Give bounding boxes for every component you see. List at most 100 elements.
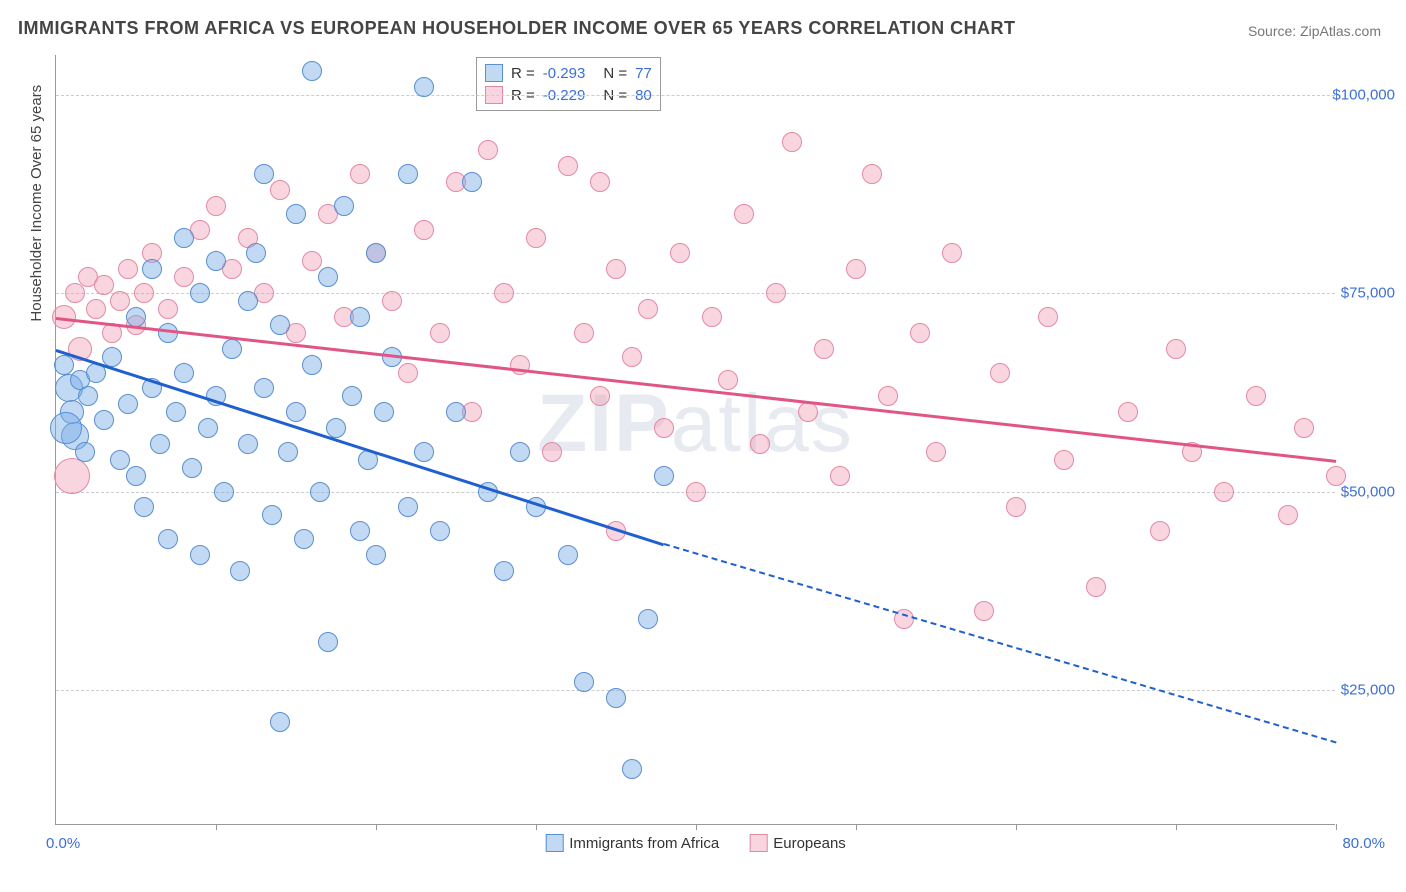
scatter-point-european	[158, 299, 178, 319]
scatter-point-european	[382, 291, 402, 311]
scatter-point-european	[910, 323, 930, 343]
scatter-point-european	[878, 386, 898, 406]
source-label: Source: ZipAtlas.com	[1248, 23, 1381, 39]
scatter-point-european	[1118, 402, 1138, 422]
scatter-point-european	[1326, 466, 1346, 486]
scatter-point-european	[814, 339, 834, 359]
legend-label-european: Europeans	[773, 835, 846, 852]
y-axis-title: Householder Income Over 65 years	[28, 85, 45, 322]
scatter-point-africa	[398, 164, 418, 184]
trend-line	[664, 543, 1337, 743]
scatter-point-european	[414, 220, 434, 240]
scatter-point-africa	[182, 458, 202, 478]
scatter-point-africa	[414, 77, 434, 97]
chart-title: IMMIGRANTS FROM AFRICA VS EUROPEAN HOUSE…	[18, 18, 1016, 39]
scatter-point-africa	[366, 545, 386, 565]
scatter-point-european	[782, 132, 802, 152]
scatter-point-european	[110, 291, 130, 311]
scatter-point-africa	[126, 466, 146, 486]
scatter-point-africa	[366, 243, 386, 263]
swatch-european-icon	[749, 834, 767, 852]
scatter-point-africa	[342, 386, 362, 406]
scatter-point-africa	[222, 339, 242, 359]
scatter-point-european	[478, 140, 498, 160]
x-tick	[216, 824, 217, 830]
stats-legend-box: R = -0.293 N = 77 R = -0.229 N = 80	[476, 57, 661, 111]
scatter-point-africa	[134, 497, 154, 517]
y-tick-label: $100,000	[1332, 86, 1395, 103]
scatter-point-africa	[286, 204, 306, 224]
y-tick-label: $25,000	[1341, 682, 1395, 699]
scatter-point-european	[830, 466, 850, 486]
scatter-point-africa	[262, 505, 282, 525]
gridline	[56, 95, 1335, 96]
scatter-point-africa	[230, 561, 250, 581]
scatter-point-africa	[318, 632, 338, 652]
scatter-point-european	[974, 601, 994, 621]
scatter-point-africa	[94, 410, 114, 430]
scatter-point-european	[86, 299, 106, 319]
scatter-point-africa	[654, 466, 674, 486]
scatter-point-european	[702, 307, 722, 327]
scatter-point-africa	[166, 402, 186, 422]
scatter-point-european	[398, 363, 418, 383]
r-value-africa: -0.293	[543, 65, 586, 82]
x-tick	[1016, 824, 1017, 830]
y-tick-label: $75,000	[1341, 285, 1395, 302]
x-axis-max-label: 80.0%	[1342, 835, 1385, 852]
scatter-point-africa	[294, 529, 314, 549]
x-axis-min-label: 0.0%	[46, 835, 80, 852]
scatter-point-africa	[462, 172, 482, 192]
scatter-point-european	[1054, 450, 1074, 470]
scatter-point-africa	[118, 394, 138, 414]
scatter-point-european	[118, 259, 138, 279]
stats-row-africa: R = -0.293 N = 77	[485, 62, 652, 84]
scatter-point-european	[206, 196, 226, 216]
scatter-point-africa	[510, 442, 530, 462]
scatter-point-africa	[350, 307, 370, 327]
scatter-point-european	[606, 259, 626, 279]
scatter-point-european	[734, 204, 754, 224]
scatter-point-africa	[150, 434, 170, 454]
scatter-point-european	[65, 283, 85, 303]
scatter-point-africa	[270, 712, 290, 732]
scatter-point-africa	[190, 545, 210, 565]
scatter-point-africa	[110, 450, 130, 470]
swatch-africa-icon	[545, 834, 563, 852]
scatter-point-european	[270, 180, 290, 200]
scatter-point-european	[1038, 307, 1058, 327]
scatter-point-africa	[142, 259, 162, 279]
scatter-point-european	[798, 402, 818, 422]
x-tick	[536, 824, 537, 830]
scatter-point-africa	[246, 243, 266, 263]
scatter-point-european	[1246, 386, 1266, 406]
scatter-point-european	[942, 243, 962, 263]
x-tick	[696, 824, 697, 830]
scatter-point-european	[750, 434, 770, 454]
scatter-point-european	[1166, 339, 1186, 359]
scatter-point-european	[590, 386, 610, 406]
scatter-point-africa	[494, 561, 514, 581]
scatter-point-africa	[310, 482, 330, 502]
scatter-point-africa	[326, 418, 346, 438]
scatter-point-africa	[318, 267, 338, 287]
scatter-point-africa	[398, 497, 418, 517]
scatter-point-africa	[206, 251, 226, 271]
scatter-point-european	[558, 156, 578, 176]
scatter-point-european	[718, 370, 738, 390]
scatter-point-africa	[574, 672, 594, 692]
scatter-point-european	[302, 251, 322, 271]
scatter-point-european	[686, 482, 706, 502]
scatter-point-european	[174, 267, 194, 287]
scatter-point-european	[94, 275, 114, 295]
x-tick	[376, 824, 377, 830]
scatter-point-africa	[214, 482, 234, 502]
scatter-point-africa	[158, 529, 178, 549]
scatter-point-european	[1278, 505, 1298, 525]
watermark: ZIPatlas	[537, 377, 854, 471]
scatter-point-africa	[334, 196, 354, 216]
scatter-point-european	[1214, 482, 1234, 502]
scatter-point-africa	[622, 759, 642, 779]
scatter-point-european	[574, 323, 594, 343]
x-tick	[1176, 824, 1177, 830]
